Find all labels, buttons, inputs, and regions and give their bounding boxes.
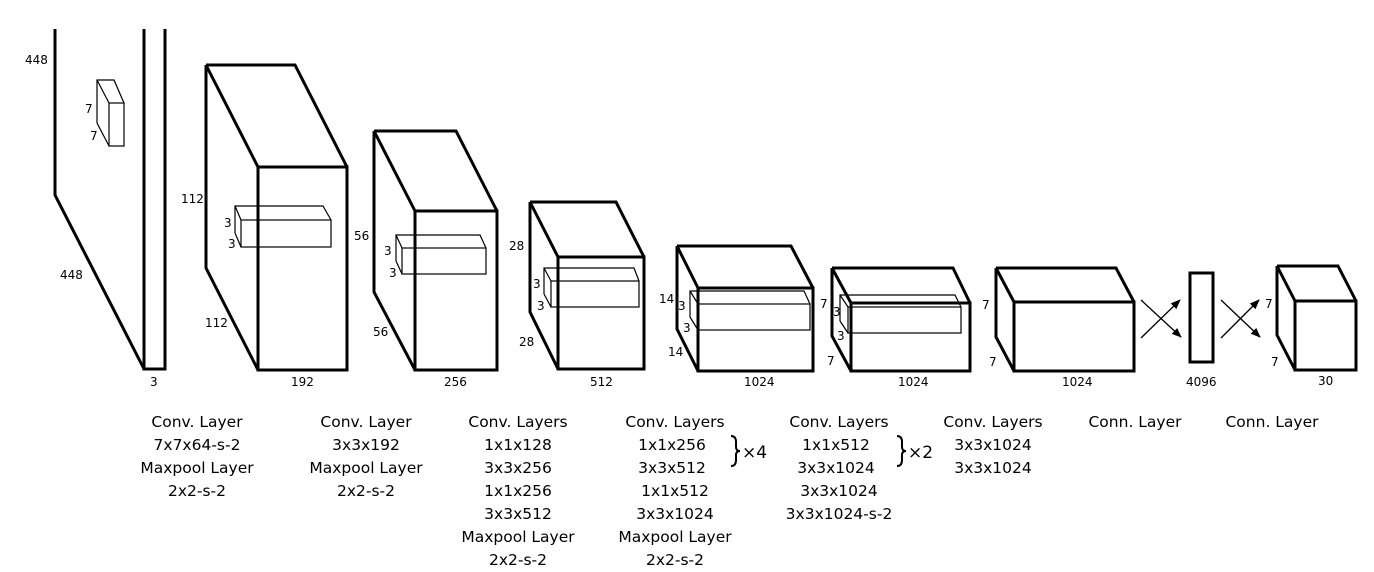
dim-label: 1024 xyxy=(744,375,775,389)
dim-label: 7 xyxy=(1271,355,1279,369)
dim-label: 192 xyxy=(291,375,314,389)
caption-line: Maxpool Layer xyxy=(618,528,732,546)
caption-title: Conv. Layers xyxy=(625,413,724,431)
caption-title: Conv. Layers xyxy=(943,413,1042,431)
caption-title: Conn. Layer xyxy=(1088,413,1182,431)
dim-label: 7 xyxy=(989,355,997,369)
dim-label: 3 xyxy=(228,237,236,251)
dim-label: 3 xyxy=(150,375,158,389)
dim-label: 448 xyxy=(25,53,48,67)
dim-label: 112 xyxy=(205,316,228,330)
caption-line: Maxpool Layer xyxy=(309,459,423,477)
dim-label: 256 xyxy=(444,375,467,389)
dim-label: 7 xyxy=(820,297,828,311)
caption-line: 7x7x64-s-2 xyxy=(154,436,241,454)
kernel-3x3 xyxy=(543,267,640,308)
dim-label: 3 xyxy=(837,329,845,343)
input-image-volume: 448 7 7 448 3 xyxy=(25,29,167,389)
caption-line: 2x2-s-2 xyxy=(646,551,704,569)
caption-line: 3x3x1024 xyxy=(636,505,714,523)
dim-label: 1024 xyxy=(1062,375,1093,389)
dim-label: 3 xyxy=(224,216,232,230)
dim-label: 3 xyxy=(678,299,686,313)
caption-line: 1x1x512 xyxy=(641,482,709,500)
dim-label: 4096 xyxy=(1186,375,1217,389)
dim-label: 7 xyxy=(982,298,990,312)
output-volume: 7 7 30 xyxy=(1265,264,1358,388)
caption-line: 3x3x1024-s-2 xyxy=(786,505,893,523)
dim-label: 112 xyxy=(181,192,204,206)
caption-line: 3x3x512 xyxy=(484,505,552,523)
fully-connected-arrows xyxy=(1140,299,1261,339)
kernel-3x3 xyxy=(395,234,487,275)
caption-line: Maxpool Layer xyxy=(461,528,575,546)
dim-label: 7 xyxy=(1265,297,1273,311)
feature-volume-7-a: 7 3 3 7 1024 xyxy=(820,266,972,389)
dim-label: 1024 xyxy=(898,375,929,389)
repeat-brackets: ×4 ×2 xyxy=(730,435,933,467)
caption-line: 3x3x192 xyxy=(332,436,400,454)
feature-volume-28: 28 3 3 28 512 xyxy=(509,200,646,389)
caption-line: 3x3x1024 xyxy=(954,436,1032,454)
kernel-7x7 xyxy=(96,79,125,147)
caption-line: 1x1x256 xyxy=(484,482,552,500)
dim-label: 14 xyxy=(659,292,674,306)
kernel-3x3 xyxy=(689,290,811,331)
caption-line: 2x2-s-2 xyxy=(337,482,395,500)
dim-label: 3 xyxy=(833,305,841,319)
dim-label: 28 xyxy=(519,335,534,349)
kernel-3x3 xyxy=(234,205,332,248)
caption-title: Conn. Layer xyxy=(1225,413,1319,431)
feature-volume-56: 56 3 3 56 256 xyxy=(354,129,499,389)
caption-title: Conv. Layer xyxy=(151,413,243,431)
dim-label: 3 xyxy=(537,299,545,313)
repeat-x4: ×4 xyxy=(742,443,767,463)
caption-line: 3x3x256 xyxy=(484,459,552,477)
caption-line: 2x2-s-2 xyxy=(168,482,226,500)
dim-label: 56 xyxy=(373,325,388,339)
dim-label: 3 xyxy=(683,321,691,335)
feature-volume-7-b: 7 7 1024 xyxy=(982,266,1136,389)
caption-line: 1x1x256 xyxy=(638,436,706,454)
fc-vector-4096: 4096 xyxy=(1186,271,1217,389)
dim-label: 3 xyxy=(384,244,392,258)
caption-line: 1x1x512 xyxy=(802,436,870,454)
dim-label: 512 xyxy=(590,375,613,389)
feature-volume-14: 14 3 3 14 1024 xyxy=(659,244,815,389)
caption-title: Conv. Layers xyxy=(789,413,888,431)
caption-line: 3x3x512 xyxy=(638,459,706,477)
caption-line: 3x3x1024 xyxy=(797,459,875,477)
dim-label: 28 xyxy=(509,239,524,253)
dim-label: 56 xyxy=(354,229,369,243)
dim-label: 3 xyxy=(389,266,397,280)
caption-line: 1x1x128 xyxy=(484,436,552,454)
repeat-x2: ×2 xyxy=(908,443,933,463)
dim-label: 7 xyxy=(827,354,835,368)
caption-title: Conv. Layer xyxy=(320,413,412,431)
dim-label: 448 xyxy=(60,268,83,282)
feature-volume-112: 112 3 3 112 192 xyxy=(181,63,349,389)
caption-title: Conv. Layers xyxy=(468,413,567,431)
caption-line: 2x2-s-2 xyxy=(489,551,547,569)
caption-line: Maxpool Layer xyxy=(140,459,254,477)
layer-captions: Conv. Layer 7x7x64-s-2 Maxpool Layer 2x2-s-… xyxy=(140,413,1319,569)
caption-line: 3x3x1024 xyxy=(954,459,1032,477)
caption-line: 3x3x1024 xyxy=(800,482,878,500)
dim-label: 30 xyxy=(1318,374,1333,388)
dim-label: 7 xyxy=(90,129,98,143)
dim-label: 3 xyxy=(533,277,541,291)
kernel-3x3 xyxy=(839,294,962,334)
dim-label: 14 xyxy=(668,345,683,359)
dim-label: 7 xyxy=(85,102,93,116)
